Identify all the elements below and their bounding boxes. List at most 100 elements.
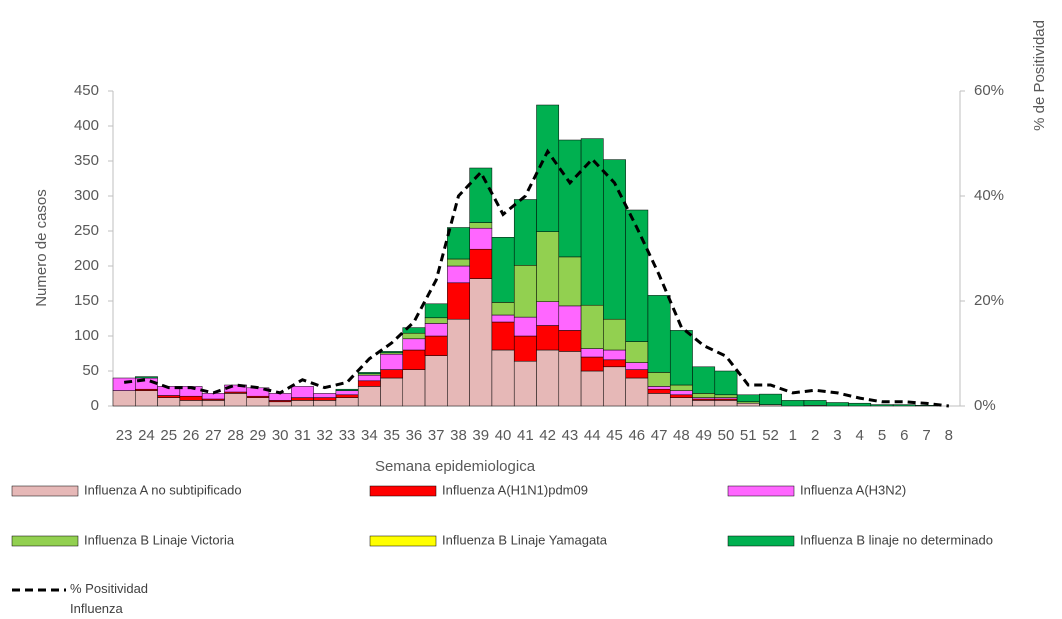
bar (714, 394, 738, 398)
bar (268, 401, 292, 407)
bar (692, 400, 716, 407)
legend-label: Influenza B linaje no determinado (800, 532, 993, 547)
bar (335, 388, 359, 391)
bar (291, 400, 314, 407)
bar (402, 338, 426, 351)
legend-swatch (11, 485, 79, 497)
x-tick-label: 34 (361, 427, 378, 444)
bar (469, 278, 493, 407)
bar (491, 314, 515, 323)
x-tick-label: 45 (606, 427, 623, 444)
bar (647, 386, 671, 390)
bar (736, 394, 760, 403)
bar (268, 393, 292, 401)
bar (469, 227, 493, 250)
bar (335, 390, 359, 396)
bar (380, 377, 404, 407)
bar (625, 341, 649, 363)
bar (580, 348, 604, 358)
bar (536, 325, 560, 351)
x-tick-label: 23 (116, 427, 133, 444)
bar (112, 377, 136, 391)
bar (402, 332, 426, 340)
bar (424, 323, 448, 337)
x-tick-label: 51 (740, 427, 757, 444)
legend-swatch (369, 535, 437, 547)
x-tick-label: 31 (294, 427, 311, 444)
bar (826, 402, 849, 407)
bar (714, 370, 738, 396)
bar (647, 372, 671, 387)
bar (736, 402, 760, 407)
bar (603, 359, 626, 368)
bar (491, 302, 515, 316)
x-tick-label: 42 (539, 427, 556, 444)
bar (112, 390, 136, 407)
bar (558, 256, 582, 307)
y-tick-label: 150 (74, 292, 99, 309)
x-tick-label: 44 (584, 427, 601, 444)
bar (335, 394, 359, 398)
bar (513, 199, 537, 266)
y-tick-label: 100 (74, 327, 99, 344)
bar (447, 227, 470, 260)
bar (513, 335, 537, 362)
x-tick-label: 47 (651, 427, 668, 444)
bar (491, 237, 515, 303)
legend-swatch (727, 485, 795, 497)
bar (892, 404, 916, 407)
y-tick-label: 250 (74, 222, 99, 239)
x-tick-label: 49 (695, 427, 712, 444)
y-tick-label: 200 (74, 257, 99, 274)
bar (536, 301, 560, 326)
legend-label: Influenza A no subtipificado (84, 482, 242, 497)
bar (157, 397, 181, 407)
bar (380, 369, 404, 379)
x-tick-label: 7 (922, 427, 930, 444)
bar (469, 248, 493, 279)
x-axis-label: Semana epidemiologica (375, 458, 536, 475)
legend-label: Influenza A(H1N1)pdm09 (442, 482, 588, 497)
x-tick-label: 2 (811, 427, 819, 444)
bar (179, 395, 203, 401)
x-tick-label: 8 (945, 427, 953, 444)
bar (669, 394, 693, 398)
bar (335, 397, 359, 407)
x-tick-label: 35 (383, 427, 400, 444)
legend-label: Influenza B Linaje Victoria (84, 532, 235, 547)
bar (580, 356, 604, 372)
bar (224, 393, 247, 407)
bar (669, 384, 693, 391)
bar (669, 390, 693, 396)
bar (201, 400, 225, 407)
bar (491, 321, 515, 351)
bar (603, 349, 626, 361)
bar (357, 372, 381, 375)
bar (402, 349, 426, 370)
y2-tick-label: 20% (974, 292, 1004, 309)
bar (291, 386, 314, 398)
x-tick-label: 50 (718, 427, 735, 444)
x-tick-label: 40 (495, 427, 512, 444)
bar (625, 362, 649, 370)
y-tick-label: 350 (74, 152, 99, 169)
x-tick-label: 6 (900, 427, 908, 444)
y-tick-label: 50 (82, 362, 99, 379)
bar (692, 393, 716, 398)
bar (536, 231, 560, 302)
bar (402, 369, 426, 407)
bar (313, 393, 337, 398)
legend-swatch (727, 535, 795, 547)
x-tick-label: 24 (138, 427, 155, 444)
bar (580, 370, 604, 407)
bar (870, 404, 894, 407)
bar (491, 349, 515, 407)
bar (179, 400, 203, 407)
bar (647, 388, 671, 394)
x-tick-label: 25 (160, 427, 177, 444)
bar (313, 397, 337, 401)
x-tick-label: 36 (406, 427, 423, 444)
bar (558, 305, 582, 331)
x-tick-label: 48 (673, 427, 690, 444)
legend-swatch (11, 535, 79, 547)
